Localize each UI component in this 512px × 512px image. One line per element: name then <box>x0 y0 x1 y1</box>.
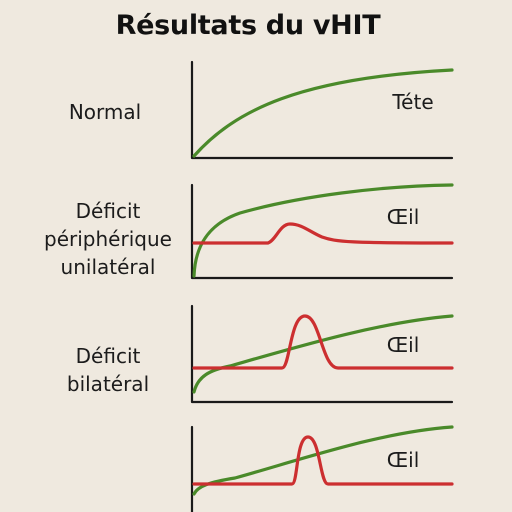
row-label-unilateral: Déficit périphérique unilatéral <box>23 197 193 281</box>
head-velocity-curve <box>192 314 454 394</box>
axis <box>190 60 454 160</box>
diagram-title: Résultats du vHIT <box>115 10 381 41</box>
row-label-line: unilatéral <box>60 255 156 279</box>
curve-label-eye: Œil <box>386 448 420 472</box>
row-label-line: périphérique <box>44 227 172 251</box>
axis <box>190 304 454 404</box>
head-velocity-curve <box>192 183 454 278</box>
row-label-normal: Normal <box>20 98 190 126</box>
eye-velocity-curve <box>192 314 454 370</box>
row-label-line: Déficit <box>75 199 141 223</box>
eye-velocity-curve <box>192 222 454 245</box>
row-label-line: Déficit <box>75 344 141 368</box>
curve-label-head: Téte <box>392 90 434 114</box>
row-label-bilateral: Déficit bilatéral <box>23 342 193 398</box>
eye-velocity-curve <box>192 435 454 486</box>
row-label-line: Normal <box>68 100 142 124</box>
axis <box>190 183 454 280</box>
head-velocity-curve <box>192 68 454 158</box>
row-label-line: bilatéral <box>66 372 150 396</box>
curve-label-eye: Œil <box>386 205 420 229</box>
curve-label-eye: Œil <box>386 333 420 357</box>
